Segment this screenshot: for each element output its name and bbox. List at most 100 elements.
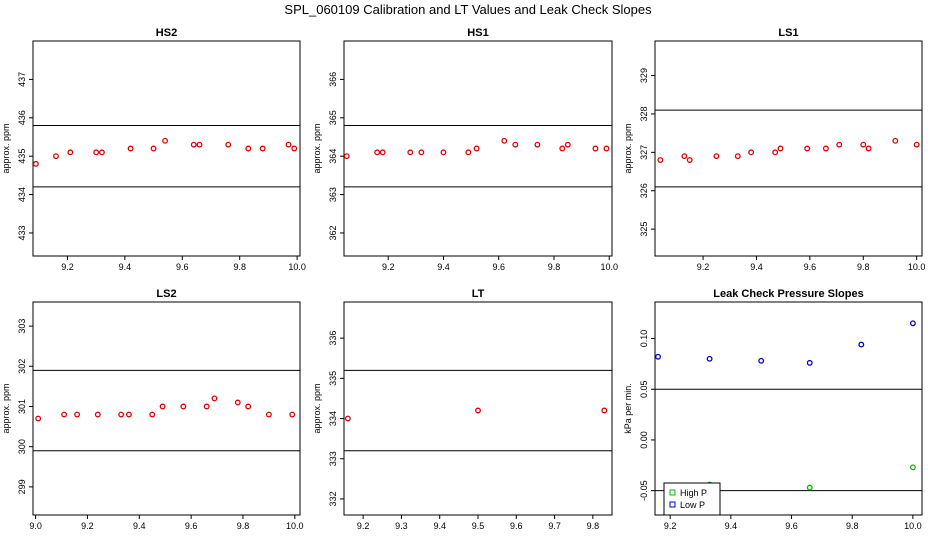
data-point [125,411,132,418]
y-tick-label: 0.10 [639,330,649,348]
x-tick-label: 9.6 [804,262,817,272]
panel-4: LT approx. ppm 9.2 9.3 9.4 9.5 9.6 9.7 9.8 332 333… [312,288,613,531]
legend-label: Low P [680,500,705,510]
x-tick-label: 9.2 [61,262,74,272]
data-point [32,160,39,167]
data-point [657,157,664,163]
y-tick-label: 335 [328,371,338,386]
y-tick-label: 333 [328,451,338,466]
y-tick-label: 435 [17,149,27,164]
x-tick-label: 9.6 [510,521,523,531]
y-tick-label: 434 [17,187,27,202]
data-point [892,137,899,144]
y-axis-label: approx. ppm [1,383,11,433]
data-point [67,149,74,156]
x-tick-label: 9.2 [357,521,370,531]
data-point [592,145,599,152]
data-point [118,411,125,418]
y-tick-label: 325 [639,222,649,237]
panel-title: Leak Check Pressure Slopes [713,288,863,300]
data-point [291,145,298,152]
y-tick-label: 332 [328,491,338,506]
panel-title: LT [472,288,485,300]
data-point [603,145,610,152]
x-tick-label: 9.4 [725,521,738,531]
panel-title: HS1 [467,27,488,39]
y-tick-label: -0.05 [639,480,649,501]
plot-frame [654,40,923,257]
panel-2: LS1 approx. ppm 9.2 9.4 9.6 9.8 10.0 325 326 327 3… [623,27,925,272]
data-point [225,141,232,148]
data-point [180,403,187,410]
x-tick-label: 9.4 [750,262,763,272]
y-tick-label: 0.05 [639,380,649,398]
data-point [836,141,843,148]
y-axis-label: kPa per min. [623,383,633,434]
data-point [289,411,296,418]
x-tick-label: 9.2 [664,521,677,531]
data-point [909,464,916,471]
data-point [804,145,811,152]
data-point [501,137,508,144]
x-tick-label: 9.6 [785,521,798,531]
panel-0: HS2 approx. ppm 9.2 9.4 9.6 9.8 10.0 433 434 435 4… [1,27,306,272]
data-point [127,145,134,152]
x-tick-label: 9.2 [697,262,710,272]
data-point [374,149,381,156]
y-tick-label: 433 [17,225,27,240]
y-axis-label: approx. ppm [1,123,11,173]
y-tick-label: 364 [328,149,338,164]
data-point [245,403,252,410]
x-tick-label: 9.2 [382,262,395,272]
data-point [234,399,241,406]
x-tick-label: 9.8 [846,521,859,531]
y-tick-label: 327 [639,145,649,160]
x-tick-label: 9.4 [133,521,146,531]
x-tick-label: 9.8 [233,262,246,272]
data-point [94,411,101,418]
plot-frame [32,40,301,257]
data-point [681,153,688,160]
y-tick-label: 0.00 [639,431,649,449]
y-tick-label: 334 [328,411,338,426]
data-point [196,141,203,148]
legend-box [663,482,721,516]
y-tick-label: 302 [17,359,27,374]
y-axis-label: approx. ppm [623,123,633,173]
y-tick-label: 362 [328,225,338,240]
data-point [344,415,351,422]
data-point [98,149,105,156]
plot-frame [654,301,923,516]
data-point [806,359,813,366]
data-point [203,403,210,410]
x-tick-label: 10.0 [908,262,926,272]
data-point [211,395,218,402]
data-point [772,149,779,156]
y-axis-label: approx. ppm [312,383,322,433]
data-point [655,353,661,360]
data-point [909,320,916,327]
data-point [265,411,272,418]
x-tick-label: 10.0 [288,262,306,272]
data-point [865,145,872,152]
data-point [245,145,252,152]
data-point [758,357,765,364]
data-point [162,137,169,144]
data-point [93,149,100,156]
plot-frame [343,40,613,257]
data-point [379,149,386,156]
data-point [343,153,350,160]
data-point [285,141,292,148]
data-point [190,141,197,148]
data-point [150,145,157,152]
y-tick-label: 436 [17,110,27,125]
panel-title: HS2 [156,27,177,39]
y-tick-label: 366 [328,72,338,87]
data-point [564,141,571,148]
panel-1: HS1 approx. ppm 9.2 9.4 9.6 9.8 10.0 362 363 364 3… [312,27,618,272]
x-tick-label: 9.4 [433,521,446,531]
plot-frame [32,301,301,516]
data-point [777,145,784,152]
data-point [860,141,867,148]
y-tick-label: 303 [17,319,27,334]
